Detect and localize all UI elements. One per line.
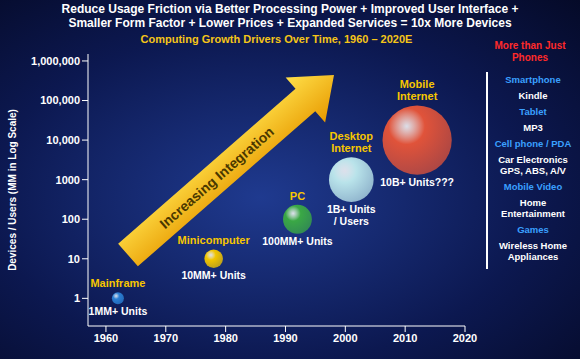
svg-text:10,000: 10,000 xyxy=(46,134,80,146)
svg-text:1,000,000: 1,000,000 xyxy=(31,55,80,67)
html-text:Kindle: Kindle xyxy=(518,90,548,101)
html-text:Reduce Usage Friction via Bett: Reduce Usage Friction via Better Process… xyxy=(61,2,519,16)
svg-text:100,000: 100,000 xyxy=(40,94,80,106)
html-text:Smartphone: Smartphone xyxy=(505,74,561,85)
svg-text:Mobile: Mobile xyxy=(400,78,435,90)
html-text:Car Electronics GPS, ABS, A/V: Car Electronics GPS, ABS, A/V xyxy=(498,154,568,176)
html-text:Tablet: Tablet xyxy=(519,106,547,117)
svg-text:Mainframe: Mainframe xyxy=(90,277,145,289)
html-text:More than Just Phones: More than Just Phones xyxy=(494,40,566,63)
svg-text:1000: 1000 xyxy=(56,174,80,186)
svg-text:PC: PC xyxy=(290,190,305,202)
svg-text:10B+ Units???: 10B+ Units??? xyxy=(380,176,454,188)
html-text:Wireless Home Appliances: Wireless Home Appliances xyxy=(499,240,567,262)
svg-text:1B+ Units: 1B+ Units xyxy=(327,203,376,215)
svg-text:Minicomputer: Minicomputer xyxy=(178,234,251,246)
svg-text:/ Users: / Users xyxy=(334,215,369,227)
html-text:Computing Growth Drivers Over: Computing Growth Drivers Over Time, 1960… xyxy=(140,33,413,45)
svg-text:1MM+ Units: 1MM+ Units xyxy=(89,305,148,317)
svg-text:10MM+ Units: 10MM+ Units xyxy=(181,269,246,281)
svg-text:2010: 2010 xyxy=(393,332,417,344)
html-text:MP3: MP3 xyxy=(523,122,543,133)
svg-text:Internet: Internet xyxy=(397,90,438,102)
svg-text:2000: 2000 xyxy=(333,332,357,344)
svg-text:2020: 2020 xyxy=(453,332,477,344)
html-text:Smaller Form Factor + Lower Pr: Smaller Form Factor + Lower Prices + Exp… xyxy=(68,16,512,30)
html-text:Cell phone / PDA: Cell phone / PDA xyxy=(494,138,572,149)
svg-text:10: 10 xyxy=(68,253,80,265)
svg-text:Desktop: Desktop xyxy=(330,130,374,142)
svg-text:1980: 1980 xyxy=(213,332,237,344)
html-text:Games: Games xyxy=(517,224,549,235)
svg-text:1990: 1990 xyxy=(273,332,297,344)
svg-text:Internet: Internet xyxy=(331,142,372,154)
html-text:Home Entertainment: Home Entertainment xyxy=(501,197,565,219)
svg-text:1: 1 xyxy=(74,292,80,304)
svg-text:100MM+ Units: 100MM+ Units xyxy=(262,235,332,247)
svg-text:100: 100 xyxy=(62,213,80,225)
svg-text:Devices / Users (MM in Log Sca: Devices / Users (MM in Log Scale) xyxy=(7,109,18,271)
html-text:Mobile Video: Mobile Video xyxy=(503,181,563,192)
svg-text:Increasing Integration: Increasing Integration xyxy=(156,123,277,231)
svg-text:1970: 1970 xyxy=(154,332,178,344)
svg-text:1960: 1960 xyxy=(94,332,118,344)
